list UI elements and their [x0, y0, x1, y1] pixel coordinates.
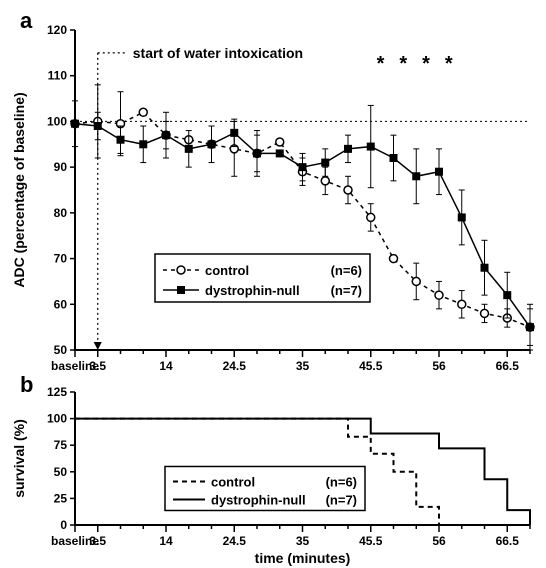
svg-text:60: 60 — [54, 297, 68, 311]
svg-text:*: * — [422, 53, 430, 75]
svg-text:24.5: 24.5 — [223, 534, 247, 548]
svg-text:0: 0 — [60, 518, 67, 532]
svg-text:35: 35 — [296, 359, 310, 373]
svg-text:70: 70 — [54, 252, 68, 266]
svg-text:75: 75 — [54, 438, 68, 452]
svg-text:a: a — [20, 8, 33, 33]
svg-text:50: 50 — [54, 465, 68, 479]
svg-text:90: 90 — [54, 160, 68, 174]
svg-text:(n=6): (n=6) — [331, 263, 362, 278]
svg-text:120: 120 — [47, 23, 67, 37]
svg-text:start of water intoxication: start of water intoxication — [133, 45, 303, 61]
svg-text:45.5: 45.5 — [359, 359, 383, 373]
svg-text:*: * — [445, 53, 453, 75]
svg-text:b: b — [20, 372, 33, 397]
svg-text:66.5: 66.5 — [496, 359, 520, 373]
svg-text:3.5: 3.5 — [89, 534, 106, 548]
svg-text:dystrophin-null: dystrophin-null — [205, 283, 300, 298]
svg-text:*: * — [399, 53, 407, 75]
svg-text:80: 80 — [54, 206, 68, 220]
svg-text:25: 25 — [54, 491, 68, 505]
figure-container: a 50 60 70 80 90 100 110 120 ADC (percentage of b… — [0, 0, 546, 568]
svg-text:(n=7): (n=7) — [331, 283, 362, 298]
svg-text:100: 100 — [47, 412, 67, 426]
figure-svg: a 50 60 70 80 90 100 110 120 ADC (percentage of b… — [0, 0, 546, 568]
svg-text:time (minutes): time (minutes) — [255, 550, 351, 566]
svg-text:56: 56 — [432, 359, 446, 373]
svg-text:ADC (percentage of baseline): ADC (percentage of baseline) — [11, 92, 27, 287]
svg-text:(n=6): (n=6) — [326, 474, 357, 489]
svg-text:56: 56 — [432, 534, 446, 548]
svg-text:3.5: 3.5 — [89, 359, 106, 373]
svg-text:survival (%): survival (%) — [11, 419, 27, 498]
svg-text:45.5: 45.5 — [359, 534, 383, 548]
svg-text:50: 50 — [54, 343, 68, 357]
svg-text:14: 14 — [159, 359, 173, 373]
svg-text:14: 14 — [159, 534, 173, 548]
svg-text:110: 110 — [48, 69, 68, 83]
svg-text:24.5: 24.5 — [223, 359, 247, 373]
svg-text:dystrophin-null: dystrophin-null — [211, 492, 306, 507]
svg-text:control: control — [211, 474, 255, 489]
svg-text:125: 125 — [47, 385, 67, 399]
svg-text:control: control — [205, 263, 249, 278]
svg-text:(n=7): (n=7) — [326, 492, 357, 507]
svg-text:66.5: 66.5 — [496, 534, 520, 548]
svg-text:*: * — [377, 53, 385, 75]
svg-text:35: 35 — [296, 534, 310, 548]
svg-text:100: 100 — [47, 114, 67, 128]
